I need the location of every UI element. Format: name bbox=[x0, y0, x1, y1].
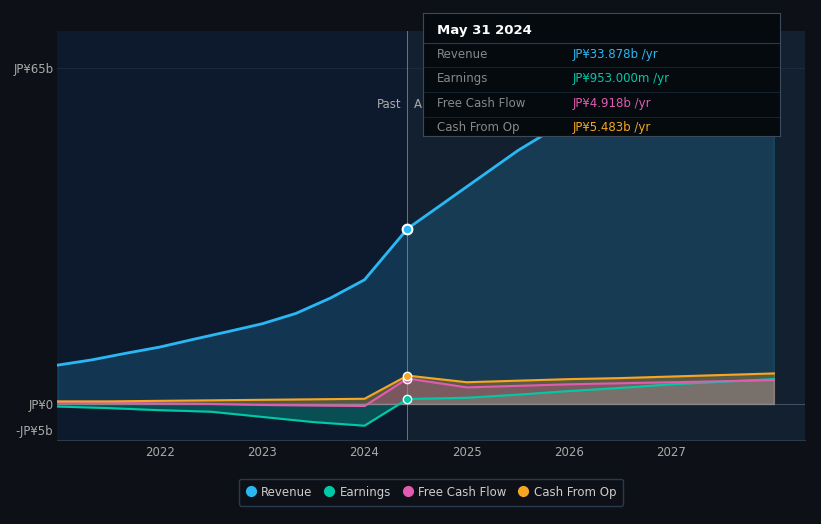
Bar bbox=[57, 31, 407, 440]
Text: Revenue: Revenue bbox=[437, 48, 488, 61]
Text: Analysts Forecasts: Analysts Forecasts bbox=[414, 99, 524, 112]
Text: JP¥953.000m /yr: JP¥953.000m /yr bbox=[573, 72, 670, 85]
Text: Earnings: Earnings bbox=[437, 72, 488, 85]
Text: JP¥5.483b /yr: JP¥5.483b /yr bbox=[573, 122, 651, 135]
Bar bbox=[407, 31, 805, 440]
Text: Past: Past bbox=[377, 99, 401, 112]
Text: JP¥33.878b /yr: JP¥33.878b /yr bbox=[573, 48, 658, 61]
Text: JP¥4.918b /yr: JP¥4.918b /yr bbox=[573, 97, 651, 110]
Text: May 31 2024: May 31 2024 bbox=[437, 24, 532, 37]
Legend: Revenue, Earnings, Free Cash Flow, Cash From Op: Revenue, Earnings, Free Cash Flow, Cash … bbox=[239, 478, 623, 506]
Text: Cash From Op: Cash From Op bbox=[437, 122, 520, 135]
Text: Free Cash Flow: Free Cash Flow bbox=[437, 97, 525, 110]
